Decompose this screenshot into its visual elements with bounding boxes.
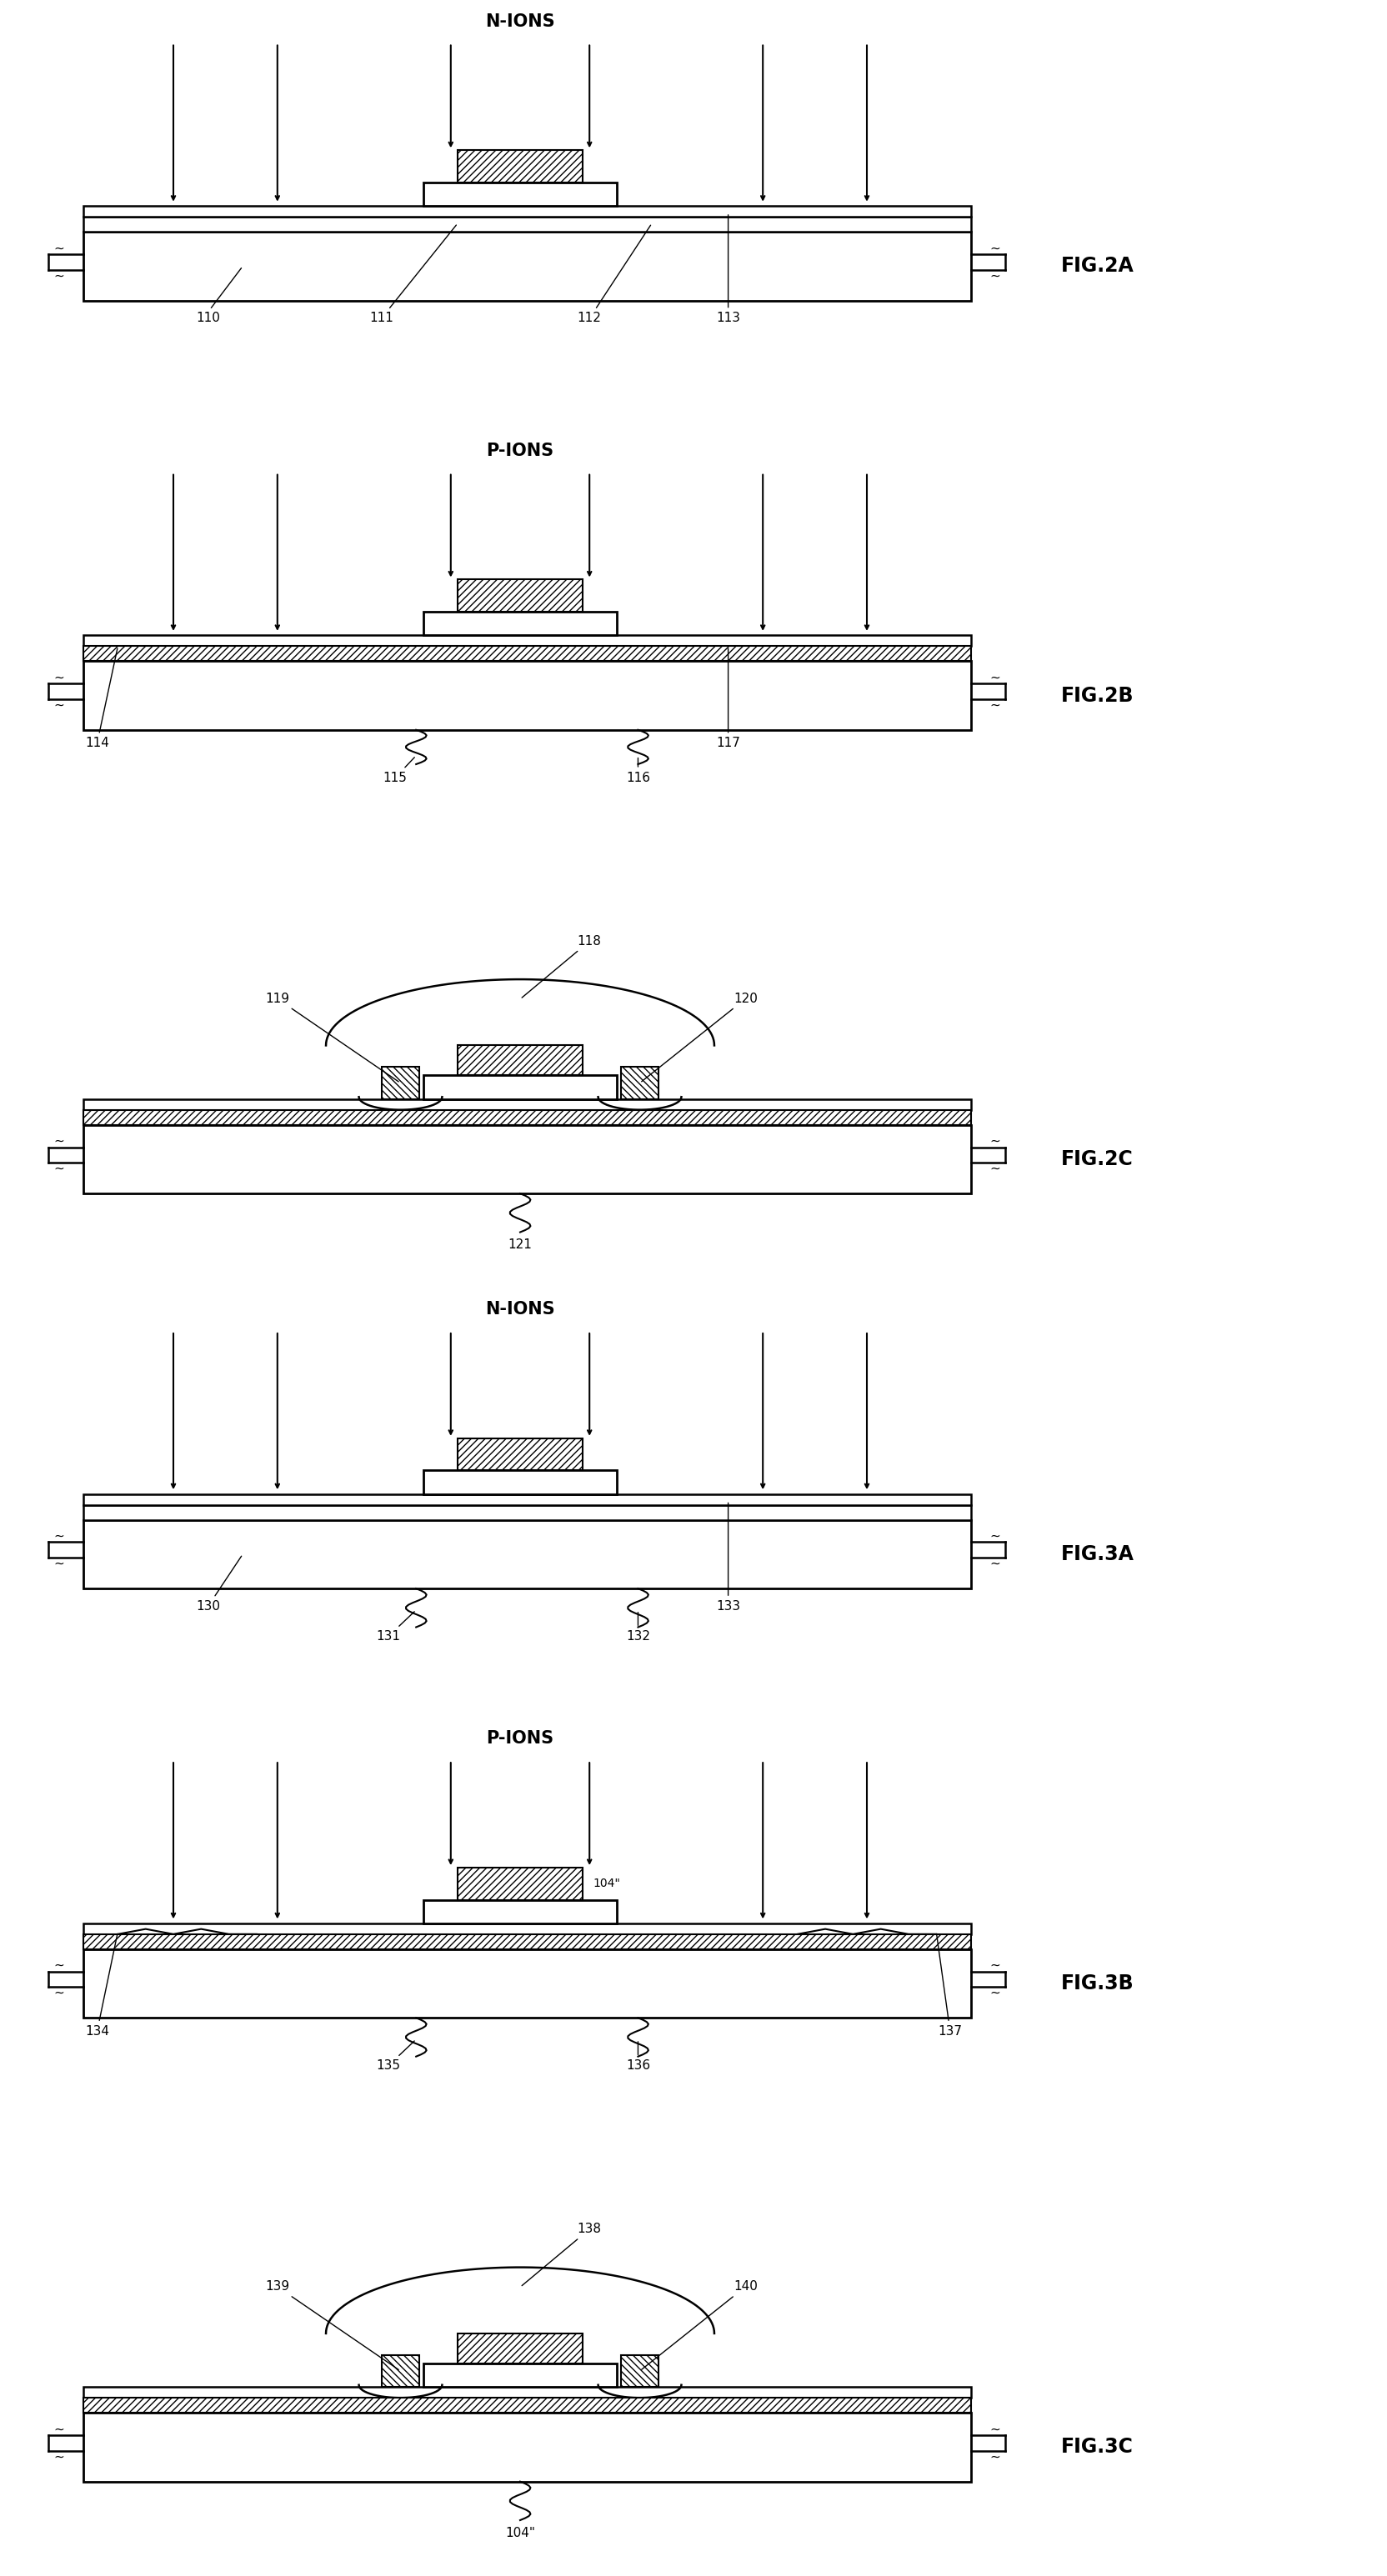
Text: ~: ~ <box>54 698 64 711</box>
Text: ~: ~ <box>990 1530 1000 1543</box>
Bar <box>83 2398 971 2414</box>
Text: FIG.3B: FIG.3B <box>1061 1973 1135 1994</box>
Text: 116: 116 <box>626 757 651 783</box>
Bar <box>83 216 971 232</box>
Text: 110: 110 <box>196 268 241 325</box>
Bar <box>83 1520 971 1589</box>
Bar <box>458 580 583 611</box>
Text: ~: ~ <box>990 1960 1000 1971</box>
Text: 112: 112 <box>577 224 651 325</box>
Bar <box>423 1899 617 1924</box>
Text: ~: ~ <box>990 1136 1000 1146</box>
Text: 111: 111 <box>369 224 456 325</box>
Text: P-IONS: P-IONS <box>487 1731 553 1747</box>
Text: FIG.3A: FIG.3A <box>1061 1543 1135 1564</box>
Bar <box>83 636 971 647</box>
Text: 130: 130 <box>196 1556 241 1613</box>
Bar <box>621 2354 659 2388</box>
Text: 119: 119 <box>265 992 398 1082</box>
Text: ~: ~ <box>990 1986 1000 1999</box>
Text: 138: 138 <box>522 2223 602 2285</box>
Bar <box>458 2334 583 2365</box>
Text: ~: ~ <box>990 2450 1000 2463</box>
Bar <box>83 1950 971 2017</box>
Bar <box>83 1110 971 1126</box>
Text: ~: ~ <box>990 270 1000 281</box>
Text: N-IONS: N-IONS <box>485 1301 555 1319</box>
Text: 137: 137 <box>936 1935 963 2038</box>
Bar <box>423 183 617 206</box>
Text: FIG.3C: FIG.3C <box>1061 2437 1133 2458</box>
Bar <box>83 206 971 216</box>
Text: 135: 135 <box>376 2040 415 2071</box>
Text: ~: ~ <box>990 242 1000 255</box>
Text: ~: ~ <box>54 1530 64 1543</box>
Bar <box>83 232 971 301</box>
Text: 115: 115 <box>383 757 415 783</box>
Text: 117: 117 <box>716 649 741 750</box>
Bar <box>83 2388 971 2398</box>
Bar <box>381 2354 420 2388</box>
Text: 139: 139 <box>265 2280 398 2370</box>
Bar <box>83 662 971 729</box>
Text: 114: 114 <box>85 649 118 750</box>
Text: 134: 134 <box>85 1935 118 2038</box>
Bar <box>423 1471 617 1494</box>
Text: ~: ~ <box>990 1558 1000 1569</box>
Text: ~: ~ <box>990 1162 1000 1175</box>
Text: ~: ~ <box>990 672 1000 683</box>
Text: N-IONS: N-IONS <box>485 13 555 31</box>
Text: 118: 118 <box>522 935 602 997</box>
Text: ~: ~ <box>54 1960 64 1971</box>
Bar <box>83 647 971 662</box>
Text: FIG.2C: FIG.2C <box>1061 1149 1133 1170</box>
Text: 136: 136 <box>626 2043 651 2071</box>
Text: 113: 113 <box>716 214 741 325</box>
Bar <box>423 1077 617 1100</box>
Text: ~: ~ <box>54 1136 64 1146</box>
Text: 120: 120 <box>642 992 757 1082</box>
Text: 131: 131 <box>376 1613 415 1643</box>
Bar <box>381 1066 420 1100</box>
Bar <box>83 1126 971 1193</box>
Bar <box>83 1924 971 1935</box>
Bar <box>83 1494 971 1504</box>
Bar <box>83 1504 971 1520</box>
Bar <box>621 1066 659 1100</box>
Text: ~: ~ <box>54 672 64 683</box>
Text: ~: ~ <box>990 698 1000 711</box>
Text: 104": 104" <box>594 1878 620 1891</box>
Bar <box>458 149 583 183</box>
Bar <box>423 2365 617 2388</box>
Text: ~: ~ <box>54 1558 64 1569</box>
Text: ~: ~ <box>54 1162 64 1175</box>
Bar <box>423 611 617 636</box>
Text: ~: ~ <box>990 2424 1000 2434</box>
Text: 140: 140 <box>642 2280 757 2370</box>
Text: ~: ~ <box>54 242 64 255</box>
Bar <box>458 1437 583 1471</box>
Text: 133: 133 <box>716 1502 741 1613</box>
Text: 132: 132 <box>626 1613 651 1643</box>
Bar <box>83 2414 971 2481</box>
Text: 121: 121 <box>508 1239 533 1252</box>
Text: ~: ~ <box>54 270 64 281</box>
Text: FIG.2A: FIG.2A <box>1061 255 1135 276</box>
Bar <box>458 1046 583 1077</box>
Bar <box>83 1100 971 1110</box>
Text: ~: ~ <box>54 2450 64 2463</box>
Text: FIG.2B: FIG.2B <box>1061 685 1135 706</box>
Text: ~: ~ <box>54 2424 64 2434</box>
Text: ~: ~ <box>54 1986 64 1999</box>
Text: P-IONS: P-IONS <box>487 443 553 459</box>
Bar <box>83 1935 971 1950</box>
Text: 104": 104" <box>505 2527 535 2540</box>
Bar <box>458 1868 583 1899</box>
